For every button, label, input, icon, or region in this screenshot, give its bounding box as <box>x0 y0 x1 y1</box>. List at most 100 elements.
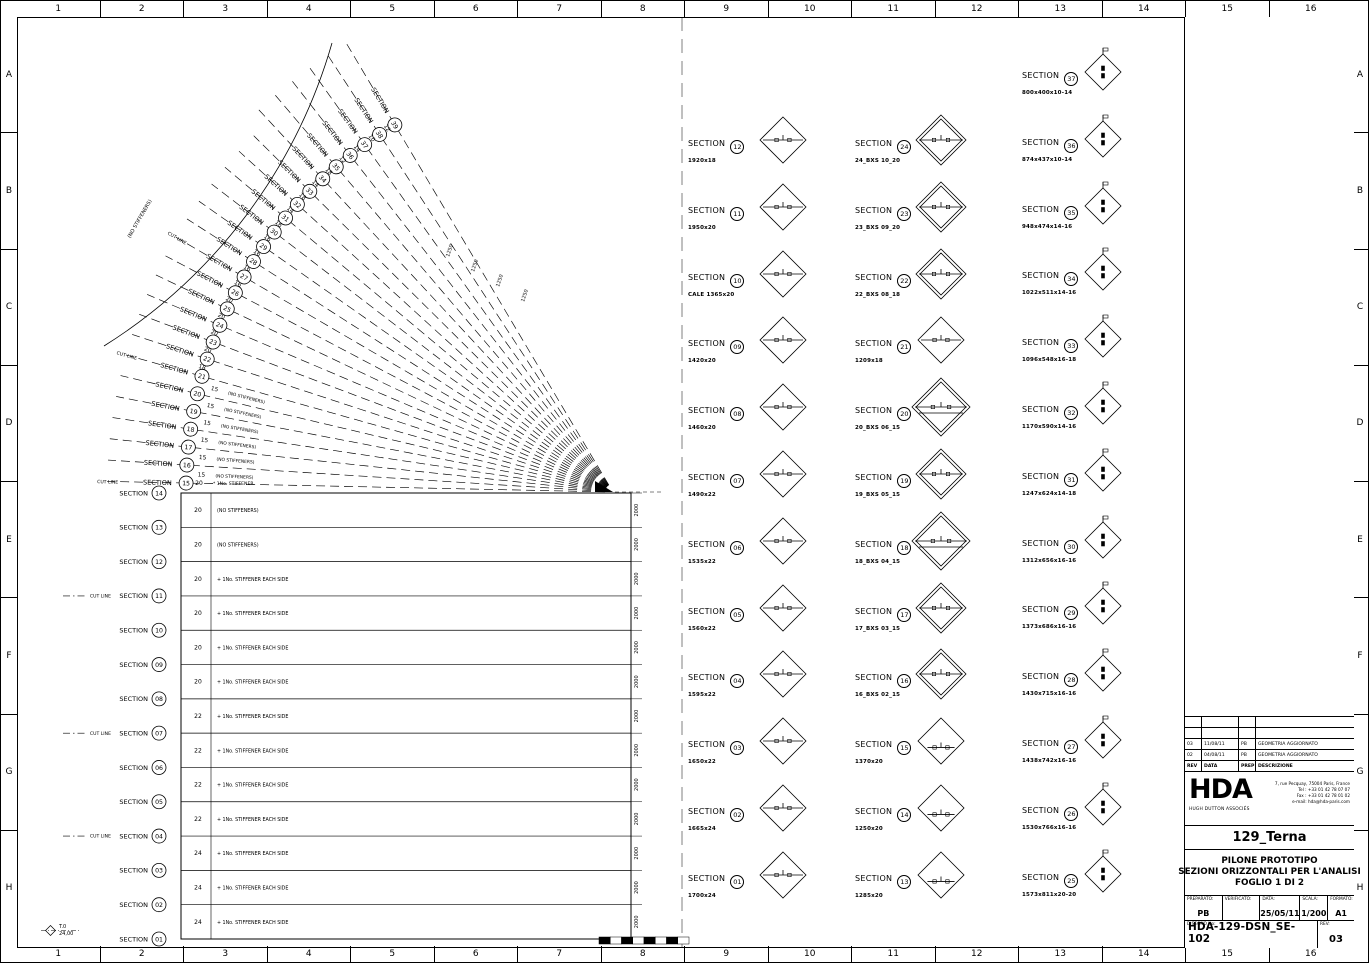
section-number: 11 <box>155 593 163 600</box>
panel-thickness: 20 <box>217 313 226 322</box>
panel-note: + 1No. STIFFENER EACH SIDE <box>217 886 288 892</box>
scale-bar-segment <box>677 936 690 945</box>
section-icon-small <box>1084 715 1122 759</box>
revision-cell: REV: 03 <box>1318 921 1354 948</box>
section-word: SECTION <box>1022 405 1060 414</box>
bolt-symbol <box>945 271 950 276</box>
bolt-symbol <box>787 739 792 744</box>
bolt-symbol <box>932 879 937 884</box>
panel-height-dim: 2000 <box>634 847 640 860</box>
section-number-circle <box>151 897 167 913</box>
panel-height-dim: 2000 <box>634 710 640 723</box>
company-block: HDA HUGH DUTTON ASSOCIÉS 7, rue Pecquay,… <box>1185 772 1354 826</box>
bolt-symbol <box>787 204 792 209</box>
section-size: 1460x20 <box>688 425 716 432</box>
section-detail-07: SECTION 07 1490x22 <box>688 465 745 498</box>
bolt-symbol <box>787 672 792 677</box>
plate-outline <box>919 586 963 630</box>
section-number-circle <box>256 239 271 254</box>
section-word: SECTION <box>855 473 893 482</box>
bolt-symbol <box>1101 407 1105 413</box>
section-word: SECTION <box>1022 872 1060 882</box>
section-detail-18: SECTION 18 18_BXS 04_15 <box>855 532 912 565</box>
plate-outline <box>915 381 967 433</box>
section-number-circle <box>151 828 167 844</box>
section-icon-box <box>915 114 967 166</box>
plate-outline <box>917 784 965 832</box>
grid-reference: 4 <box>268 1 351 17</box>
cut-line-label: CUT LINE <box>90 731 111 737</box>
section-number-circle <box>186 404 202 419</box>
section-detail-04: SECTION 04 1595x22 <box>688 665 745 698</box>
section-number: 09 <box>155 662 163 669</box>
section-number: 39 <box>389 120 399 130</box>
grid-reference: 4 <box>268 946 351 962</box>
plate-outline <box>759 584 807 632</box>
section-number-circle <box>315 171 331 187</box>
section-number: 21 <box>897 340 912 355</box>
section-size: 1665x24 <box>688 826 716 832</box>
section-number-circle <box>179 457 195 473</box>
bolt-symbol <box>931 672 936 677</box>
section-number-circle <box>289 197 305 212</box>
revision-cell: DESCRIZIONE <box>1258 763 1293 769</box>
section-size: 874x437x10-14 <box>1022 156 1073 163</box>
bolt-symbol <box>1102 314 1109 319</box>
section-detail-17: SECTION 17 17_BXS 03_15 <box>855 599 912 632</box>
section-detail-31: SECTION 31 1247x624x14-18 <box>1022 464 1079 497</box>
section-detail-06: SECTION 06 1535x22 <box>688 532 745 565</box>
grid-reference: 1 <box>17 1 101 17</box>
section-label: SECTION <box>119 832 148 840</box>
section-label: SECTION <box>119 798 148 806</box>
revision-cell <box>1256 728 1354 738</box>
section-detail-34: SECTION 34 1022x511x14-16 <box>1022 263 1079 296</box>
bolt-symbol <box>945 812 950 817</box>
drawing-number-row: DISEGNO No: HDA-129-DSN_SE-102 REV: 03 <box>1185 921 1354 948</box>
section-size: 1373x686x16-16 <box>1022 624 1077 631</box>
fan-dim: 1250 <box>470 259 480 273</box>
grid-reference: 15 <box>1186 946 1270 962</box>
panel-thickness: 18 <box>297 192 307 202</box>
section-icon-plate <box>759 851 807 899</box>
bolt-symbol <box>1102 715 1109 720</box>
section-number: 33 <box>1064 339 1079 354</box>
section-number: 08 <box>730 407 745 422</box>
section-label: SECTION <box>119 524 148 532</box>
section-number: 37 <box>1064 72 1079 86</box>
section-word: SECTION <box>855 873 893 883</box>
revision-cell: PREP <box>1239 761 1256 771</box>
section-word: SECTION <box>1022 71 1060 80</box>
grid-reference: 9 <box>685 1 769 17</box>
plate-outline <box>919 252 963 296</box>
plate-outline <box>1084 454 1122 492</box>
section-number: 31 <box>1064 472 1079 487</box>
section-number: 01 <box>730 874 745 889</box>
section-number-circle <box>151 588 167 604</box>
bolt-symbol <box>945 137 950 142</box>
field-preparato: PREPARATO: PB <box>1185 896 1223 920</box>
plate-outline <box>911 377 971 437</box>
panel-thickness: 15 <box>206 403 215 410</box>
grid-reference: 7 <box>518 1 602 17</box>
section-icon-small <box>1084 782 1122 826</box>
section-number: 04 <box>730 674 745 689</box>
bolt-symbol <box>774 872 779 877</box>
fan-section-line <box>346 43 610 486</box>
section-word: SECTION <box>1022 805 1060 815</box>
section-number: 08 <box>155 696 163 703</box>
bolt-symbol <box>1102 47 1109 52</box>
section-detail-13: SECTION 13 1285x20 <box>855 866 912 899</box>
bolt-symbol <box>1101 199 1105 205</box>
grid-reference: 13 <box>1019 946 1103 962</box>
section-word: SECTION <box>688 406 726 416</box>
section-number-circle <box>302 183 318 199</box>
fan-section-line <box>257 108 608 487</box>
section-word: SECTION <box>1022 739 1060 748</box>
grid-reference: 16 <box>1305 949 1317 959</box>
section-size: 22_BXS 08_18 <box>855 291 901 298</box>
bolt-symbol <box>1101 399 1105 405</box>
section-number: 36 <box>1064 138 1079 153</box>
section-size: 1490x22 <box>688 492 716 498</box>
section-number: 01 <box>155 936 163 943</box>
grid-reference: E <box>1352 482 1368 599</box>
